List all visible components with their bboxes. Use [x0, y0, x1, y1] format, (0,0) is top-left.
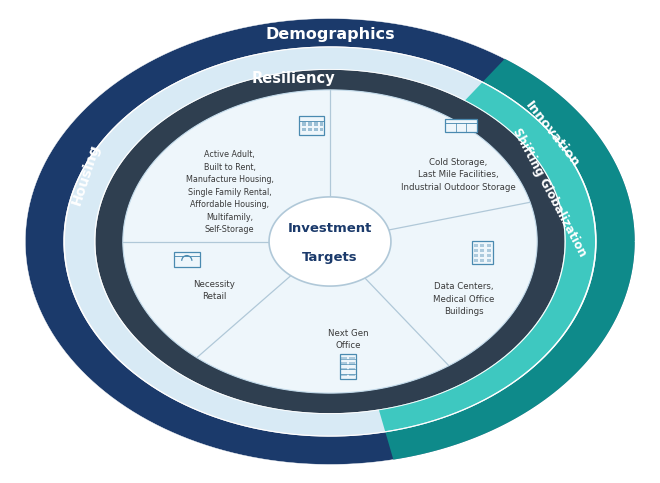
Text: Cold Storage,
Last Mile Facilities,
Industrial Outdoor Storage: Cold Storage, Last Mile Facilities, Indu… — [401, 157, 515, 192]
FancyBboxPatch shape — [299, 116, 325, 135]
Polygon shape — [25, 18, 635, 465]
Text: Demographics: Demographics — [265, 27, 395, 42]
Polygon shape — [63, 46, 597, 437]
FancyBboxPatch shape — [472, 241, 493, 264]
Bar — [341, 373, 347, 376]
FancyBboxPatch shape — [340, 354, 356, 379]
Text: Housing: Housing — [70, 142, 103, 207]
Bar — [341, 356, 347, 359]
Bar — [308, 128, 312, 131]
Bar — [302, 122, 306, 126]
Polygon shape — [63, 46, 597, 437]
Bar — [314, 128, 317, 131]
Text: Investment: Investment — [288, 222, 372, 235]
Text: Next Gen
Office: Next Gen Office — [328, 329, 368, 350]
Bar — [486, 254, 490, 257]
Bar — [480, 249, 484, 252]
FancyBboxPatch shape — [445, 119, 477, 132]
FancyBboxPatch shape — [174, 252, 199, 267]
Bar — [308, 122, 312, 126]
Polygon shape — [269, 197, 391, 286]
Bar — [302, 128, 306, 131]
Bar — [474, 254, 478, 257]
Bar — [341, 362, 347, 365]
Polygon shape — [379, 83, 595, 431]
Bar — [349, 362, 354, 365]
Text: Shifting Globalization: Shifting Globalization — [510, 126, 589, 259]
Bar — [480, 244, 484, 247]
Polygon shape — [385, 59, 635, 460]
Bar — [480, 259, 484, 262]
Bar — [480, 254, 484, 257]
Text: Data Centers,
Medical Office
Buildings: Data Centers, Medical Office Buildings — [434, 283, 495, 316]
Bar — [341, 368, 347, 370]
Polygon shape — [96, 70, 564, 413]
Text: Active Adult,
Built to Rent,
Manufacture Housing,
Single Family Rental,
Affordab: Active Adult, Built to Rent, Manufacture… — [185, 150, 273, 234]
Polygon shape — [65, 47, 595, 436]
Text: Resiliency: Resiliency — [251, 71, 335, 86]
Text: Necessity
Retail: Necessity Retail — [193, 280, 235, 301]
Bar — [486, 249, 490, 252]
Bar — [349, 368, 354, 370]
Polygon shape — [65, 47, 595, 436]
Bar — [474, 244, 478, 247]
Bar — [486, 259, 490, 262]
Bar — [486, 244, 490, 247]
Text: Innovation: Innovation — [523, 99, 582, 170]
Text: Targets: Targets — [302, 251, 358, 264]
Bar — [474, 249, 478, 252]
Bar — [319, 128, 323, 131]
Bar — [349, 373, 354, 376]
Bar — [474, 259, 478, 262]
Bar — [314, 122, 317, 126]
Polygon shape — [123, 90, 537, 393]
Bar — [319, 122, 323, 126]
Polygon shape — [94, 69, 566, 414]
Bar — [349, 356, 354, 359]
